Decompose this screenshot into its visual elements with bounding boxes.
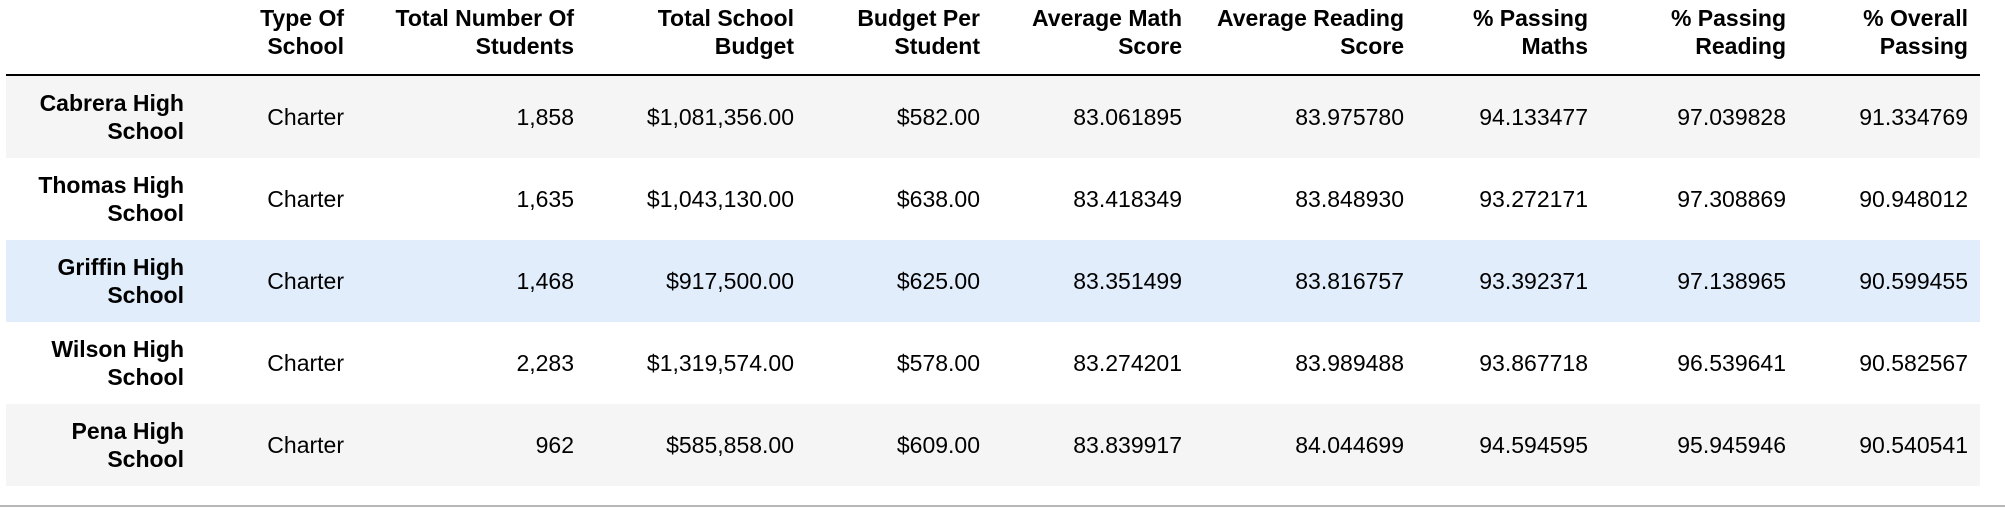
cell-math: 83.418349 [1073, 186, 1182, 212]
row-label-school: Cabrera High School [39, 90, 184, 144]
cell-reading: 83.848930 [1295, 186, 1404, 212]
cell-overall: 90.582567 [1859, 350, 1968, 376]
cell-students: 2,283 [516, 350, 574, 376]
column-header-math: Average Math Score [992, 0, 1194, 76]
column-header-per-student: Budget Per Student [806, 0, 992, 76]
cell-reading: 84.044699 [1295, 432, 1404, 458]
cell-overall: 90.948012 [1859, 186, 1968, 212]
cell-math: 83.839917 [1073, 432, 1182, 458]
school-summary-table: Type Of School Total Number Of Students … [6, 0, 1980, 486]
dataframe-output: Type Of School Total Number Of Students … [6, 0, 1980, 486]
row-label-school: Wilson High School [51, 336, 184, 390]
row-label-school: Griffin High School [57, 254, 184, 308]
cell-pass-math: 93.867718 [1479, 350, 1588, 376]
column-header-overall: % Overall Passing [1798, 0, 1980, 76]
cell-per-student: $625.00 [896, 268, 980, 294]
cell-budget: $917,500.00 [666, 268, 794, 294]
cell-pass-reading: 96.539641 [1677, 350, 1786, 376]
cell-budget: $1,081,356.00 [646, 104, 794, 130]
cell-overall: 90.540541 [1859, 432, 1968, 458]
cell-type: Charter [267, 104, 344, 130]
column-header-budget: Total School Budget [586, 0, 806, 76]
row-label-school: Thomas High School [38, 172, 184, 226]
row-label-school: Pena High School [71, 418, 184, 472]
table-row-hovered: Griffin High School Charter 1,468 $917,5… [6, 240, 1980, 322]
column-header-pass-math: % Passing Maths [1416, 0, 1600, 76]
cell-math: 83.274201 [1073, 350, 1182, 376]
cell-pass-math: 94.133477 [1479, 104, 1588, 130]
cell-pass-reading: 97.308869 [1677, 186, 1786, 212]
cell-students: 1,858 [516, 104, 574, 130]
cell-type: Charter [267, 432, 344, 458]
cell-overall: 91.334769 [1859, 104, 1968, 130]
output-divider [0, 505, 2005, 507]
cell-math: 83.351499 [1073, 268, 1182, 294]
cell-budget: $1,319,574.00 [646, 350, 794, 376]
table-row: Wilson High School Charter 2,283 $1,319,… [6, 322, 1980, 404]
cell-overall: 90.599455 [1859, 268, 1968, 294]
cell-students: 962 [535, 432, 574, 458]
cell-per-student: $609.00 [896, 432, 980, 458]
table-row: Thomas High School Charter 1,635 $1,043,… [6, 158, 1980, 240]
cell-per-student: $582.00 [896, 104, 980, 130]
cell-pass-reading: 97.039828 [1677, 104, 1786, 130]
cell-type: Charter [267, 268, 344, 294]
cell-reading: 83.975780 [1295, 104, 1404, 130]
cell-reading: 83.989488 [1295, 350, 1404, 376]
column-header-pass-reading: % Passing Reading [1600, 0, 1798, 76]
cell-type: Charter [267, 350, 344, 376]
cell-pass-math: 94.594595 [1479, 432, 1588, 458]
cell-pass-reading: 97.138965 [1677, 268, 1786, 294]
cell-students: 1,468 [516, 268, 574, 294]
column-header-type: Type Of School [196, 0, 356, 76]
cell-pass-math: 93.392371 [1479, 268, 1588, 294]
column-header-reading: Average Reading Score [1194, 0, 1416, 76]
column-header-students: Total Number Of Students [356, 0, 586, 76]
cell-math: 83.061895 [1073, 104, 1182, 130]
index-header [6, 0, 196, 76]
cell-pass-reading: 95.945946 [1677, 432, 1786, 458]
cell-budget: $1,043,130.00 [646, 186, 794, 212]
cell-per-student: $638.00 [896, 186, 980, 212]
cell-budget: $585,858.00 [666, 432, 794, 458]
table-row: Pena High School Charter 962 $585,858.00… [6, 404, 1980, 486]
cell-per-student: $578.00 [896, 350, 980, 376]
cell-type: Charter [267, 186, 344, 212]
cell-students: 1,635 [516, 186, 574, 212]
cell-pass-math: 93.272171 [1479, 186, 1588, 212]
header-row: Type Of School Total Number Of Students … [6, 0, 1980, 76]
table-row: Cabrera High School Charter 1,858 $1,081… [6, 75, 1980, 158]
cell-reading: 83.816757 [1295, 268, 1404, 294]
